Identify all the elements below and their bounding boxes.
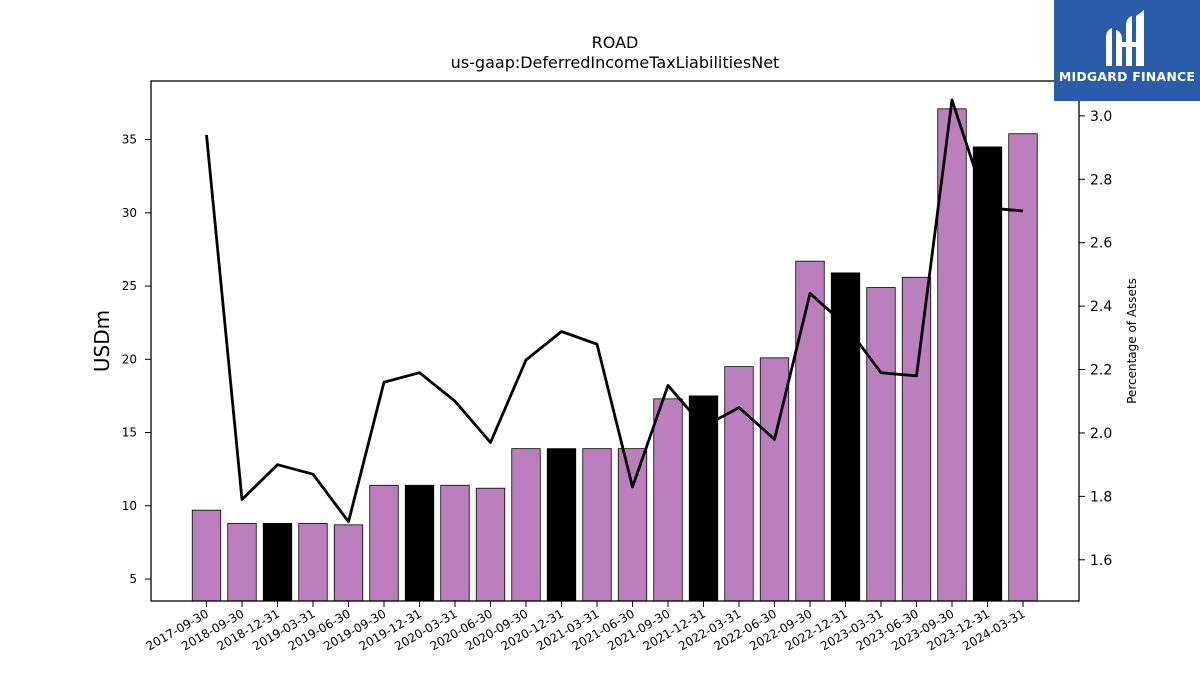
y-tick-label: 20 <box>122 352 137 366</box>
bar-2022-12-31 <box>830 272 861 602</box>
bar-2020-12-31 <box>546 448 577 602</box>
bar-2019-03-31 <box>298 522 328 602</box>
mh-monogram-icon <box>1106 10 1144 66</box>
bar-2019-06-30 <box>333 524 364 602</box>
y2-tick-label: 2.0 <box>1090 426 1112 442</box>
bar-series <box>191 108 1038 602</box>
y2-tick-label: 2.4 <box>1090 299 1112 315</box>
bar-2018-09-30 <box>227 522 257 602</box>
y2-tick-label: 2.2 <box>1090 363 1112 379</box>
bar-2017-09-30 <box>191 509 222 602</box>
bar-2018-12-31 <box>262 522 293 602</box>
y-tick-label: 30 <box>122 206 137 220</box>
right-y-axis: 1.6 1.8 2.0 2.2 2.4 2.6 2.8 3.0 <box>1079 109 1112 569</box>
bar-2020-09-30 <box>511 448 541 602</box>
chart-title: ROAD <box>592 33 639 52</box>
y-tick-label: 5 <box>129 572 137 586</box>
left-y-axis: 5 10 15 20 25 30 35 <box>122 133 151 586</box>
y-tick-label: 25 <box>122 279 137 293</box>
percentage-line-series <box>205 98 1024 524</box>
brand-name: MIDGARD FINANCE <box>1058 69 1196 84</box>
bar-2021-12-31 <box>688 395 719 602</box>
bar-2022-03-31 <box>724 366 754 602</box>
bar-2021-09-30 <box>653 398 683 602</box>
bar-2023-12-31 <box>972 146 1003 602</box>
chart-subtitle: us-gaap:DeferredIncomeTaxLiabilitiesNet <box>451 53 780 72</box>
bar-2019-09-30 <box>369 484 399 602</box>
bar-2021-06-30 <box>617 448 648 602</box>
bar-2021-03-31 <box>582 448 612 602</box>
y-axis-label: USDm <box>90 310 114 372</box>
y-tick-label: 10 <box>122 499 137 513</box>
y2-tick-label: 1.8 <box>1090 489 1112 505</box>
y2-tick-label: 3.0 <box>1090 109 1112 125</box>
bar-2020-03-31 <box>440 484 470 602</box>
x-axis: 2017-09-302018-09-302018-12-312019-03-31… <box>144 601 1028 653</box>
y-tick-label: 15 <box>122 426 137 440</box>
y2-tick-label: 2.6 <box>1090 236 1112 252</box>
y2-axis-label: Percentage of Assets <box>1125 278 1139 404</box>
bar-2024-03-31 <box>1008 133 1038 602</box>
bar-2020-06-30 <box>475 487 506 602</box>
y2-tick-label: 2.8 <box>1090 172 1112 188</box>
bar-2023-06-30 <box>901 276 932 602</box>
y2-tick-label: 1.6 <box>1090 553 1112 569</box>
bar-2022-09-30 <box>795 260 825 602</box>
plot-frame <box>150 80 1080 602</box>
brand-logo: MIDGARD FINANCE <box>1054 0 1200 101</box>
percentage-line <box>205 98 1024 524</box>
bar-2023-03-31 <box>866 287 896 602</box>
y-tick-label: 35 <box>122 133 137 147</box>
bar-2019-12-31 <box>404 484 435 602</box>
